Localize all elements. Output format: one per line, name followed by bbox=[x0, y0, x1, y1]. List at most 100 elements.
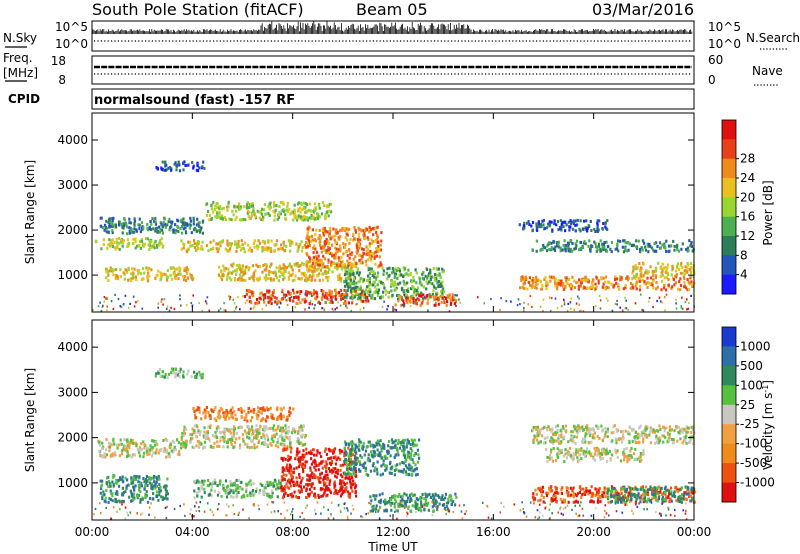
velocity-cell bbox=[435, 500, 438, 504]
power-cell bbox=[188, 222, 191, 226]
power-cell bbox=[627, 276, 630, 280]
power-cell bbox=[146, 223, 149, 226]
power-cell bbox=[306, 209, 309, 213]
power-cell bbox=[536, 226, 539, 230]
power-cell bbox=[286, 201, 289, 205]
velocity-cell bbox=[348, 466, 351, 470]
velocity-cell bbox=[452, 500, 455, 504]
power-cell bbox=[264, 247, 267, 251]
power-cell bbox=[291, 279, 294, 283]
power-speckle bbox=[355, 303, 357, 306]
velocity-cell bbox=[138, 486, 141, 490]
freq-left-tick-top: 18 bbox=[51, 54, 66, 68]
power-cell bbox=[344, 265, 347, 269]
velocity-cell bbox=[198, 370, 201, 374]
power-cell bbox=[654, 269, 657, 273]
power-cell bbox=[255, 244, 259, 248]
velocity-cell bbox=[210, 409, 214, 413]
power-cell bbox=[303, 297, 307, 301]
power-cell bbox=[221, 239, 224, 243]
power-cell bbox=[433, 278, 436, 282]
power-cell bbox=[340, 228, 343, 232]
power-cell bbox=[614, 247, 617, 251]
velocity-cell bbox=[294, 482, 298, 486]
power-cell bbox=[293, 263, 296, 267]
power-cell bbox=[397, 296, 401, 300]
power-ytick-label: 2000 bbox=[57, 223, 88, 237]
power-cell bbox=[659, 246, 662, 250]
power-cell bbox=[338, 247, 341, 251]
velocity-cell bbox=[114, 492, 117, 496]
velocity-cell bbox=[283, 439, 286, 442]
velocity-cell bbox=[281, 438, 284, 442]
velocity-cell bbox=[402, 441, 405, 445]
power-cell bbox=[126, 232, 129, 236]
velocity-cell bbox=[428, 492, 431, 496]
power-cell bbox=[322, 230, 325, 234]
power-cell bbox=[344, 271, 347, 274]
power-speckle bbox=[173, 307, 176, 310]
power-cell bbox=[418, 294, 421, 298]
power-cell bbox=[535, 283, 538, 287]
power-cell bbox=[244, 265, 247, 269]
power-cell bbox=[334, 256, 337, 260]
power-cell bbox=[530, 224, 533, 228]
velocity-cell bbox=[155, 495, 158, 498]
power-speckle bbox=[624, 307, 627, 310]
power-speckle bbox=[455, 304, 457, 308]
velocity-cell bbox=[365, 445, 368, 449]
velocity-cell bbox=[200, 484, 203, 488]
power-cell bbox=[311, 238, 314, 242]
power-cell bbox=[377, 288, 381, 292]
power-cell bbox=[588, 239, 591, 243]
power-cell bbox=[331, 295, 334, 299]
power-cell bbox=[676, 262, 679, 266]
velocity-cell bbox=[360, 456, 363, 459]
power-cell bbox=[370, 267, 373, 271]
velocity-cell bbox=[207, 437, 210, 441]
power-cell bbox=[247, 248, 250, 252]
power-speckle bbox=[244, 302, 247, 305]
power-cell bbox=[626, 278, 630, 282]
power-cell bbox=[548, 248, 551, 252]
velocity-cell bbox=[124, 476, 127, 480]
power-cell bbox=[440, 300, 443, 304]
power-cell bbox=[642, 262, 645, 266]
power-cell bbox=[336, 266, 339, 270]
power-cell bbox=[589, 249, 592, 253]
power-cell bbox=[601, 227, 604, 230]
velocity-cell bbox=[170, 367, 173, 371]
power-speckle bbox=[413, 302, 416, 305]
power-cell bbox=[189, 240, 192, 244]
nave-label: Nave bbox=[752, 64, 783, 78]
power-cell bbox=[250, 275, 253, 279]
velocity-cell bbox=[225, 485, 229, 489]
power-cell bbox=[329, 300, 332, 304]
power-cell bbox=[409, 273, 412, 277]
velocity-cell bbox=[332, 470, 335, 473]
power-cell bbox=[230, 271, 233, 275]
velocity-cell bbox=[258, 488, 262, 492]
power-cell bbox=[344, 299, 347, 303]
velocity-cell bbox=[197, 480, 201, 484]
power-cell bbox=[225, 277, 229, 281]
power-cell bbox=[638, 279, 641, 283]
power-cell bbox=[652, 271, 655, 275]
power-cell bbox=[521, 285, 524, 289]
power-cell bbox=[364, 296, 367, 300]
velocity-cell bbox=[102, 490, 105, 494]
velocity-cell bbox=[278, 414, 281, 418]
power-cell bbox=[632, 243, 635, 247]
velocity-cell bbox=[231, 435, 234, 439]
power-cell bbox=[148, 266, 151, 270]
power-cell bbox=[642, 273, 645, 277]
power-cell bbox=[183, 278, 186, 282]
power-cell bbox=[583, 240, 586, 244]
power-cell bbox=[441, 288, 444, 292]
power-cell bbox=[437, 285, 440, 289]
power-cell bbox=[223, 269, 226, 273]
power-cell bbox=[326, 240, 329, 243]
power-cell bbox=[615, 247, 619, 251]
power-cell bbox=[557, 279, 560, 283]
velocity-cell bbox=[299, 481, 302, 485]
